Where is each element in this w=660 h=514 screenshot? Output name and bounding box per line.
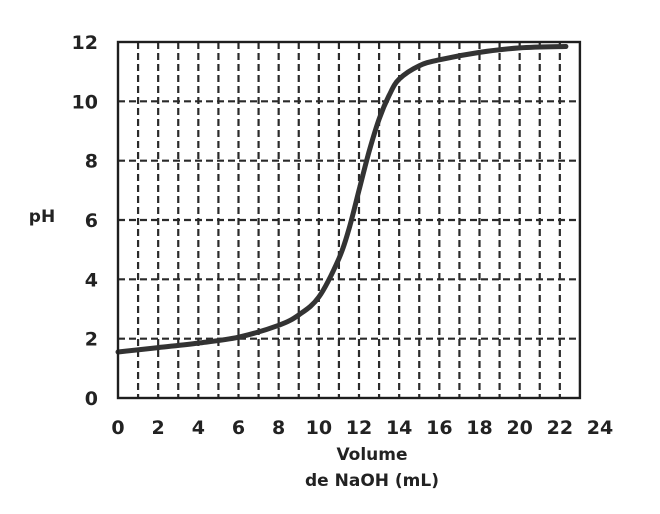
x-tick-label: 20 — [506, 417, 532, 439]
y-tick-label: 10 — [72, 91, 98, 113]
x-axis-title-line-1: Volume — [336, 445, 407, 465]
x-tick-label: 0 — [111, 417, 124, 439]
grid-lines — [118, 42, 580, 398]
y-axis-title: pH — [29, 207, 55, 227]
y-tick-label: 2 — [85, 329, 98, 351]
x-tick-labels: 0 2 4 6 8 10 12 14 16 18 20 22 24 — [111, 417, 613, 439]
x-tick-label: 2 — [152, 417, 165, 439]
x-tick-label: 12 — [346, 417, 372, 439]
y-tick-labels: 0 2 4 6 8 10 12 — [72, 32, 98, 410]
x-tick-label: 18 — [466, 417, 492, 439]
x-tick-label: 4 — [192, 417, 205, 439]
y-tick-label: 12 — [72, 32, 98, 54]
y-tick-label: 6 — [85, 210, 98, 232]
titration-curve-group — [115, 44, 569, 355]
titration-curve — [115, 44, 569, 355]
y-tick-label: 8 — [85, 151, 98, 173]
x-tick-label: 8 — [272, 417, 285, 439]
plot-frame-group — [116, 40, 582, 400]
x-tick-label: 14 — [386, 417, 412, 439]
x-tick-label: 24 — [587, 417, 613, 439]
x-tick-label: 6 — [232, 417, 245, 439]
y-tick-label: 0 — [85, 388, 98, 410]
x-tick-label: 16 — [426, 417, 452, 439]
plot-frame — [116, 40, 582, 400]
x-tick-label: 22 — [547, 417, 573, 439]
x-tick-label: 10 — [306, 417, 332, 439]
y-tick-label: 4 — [85, 269, 98, 291]
x-axis-title-line-2: de NaOH (mL) — [305, 471, 439, 491]
